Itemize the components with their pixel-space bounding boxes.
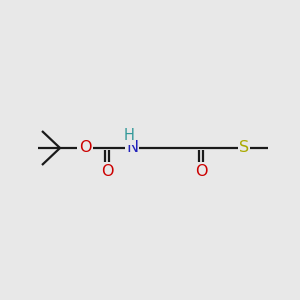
Text: S: S: [239, 140, 249, 155]
Text: O: O: [101, 164, 113, 178]
Text: H: H: [124, 128, 134, 143]
Text: O: O: [195, 164, 207, 178]
Text: N: N: [126, 140, 138, 155]
Text: O: O: [79, 140, 91, 155]
